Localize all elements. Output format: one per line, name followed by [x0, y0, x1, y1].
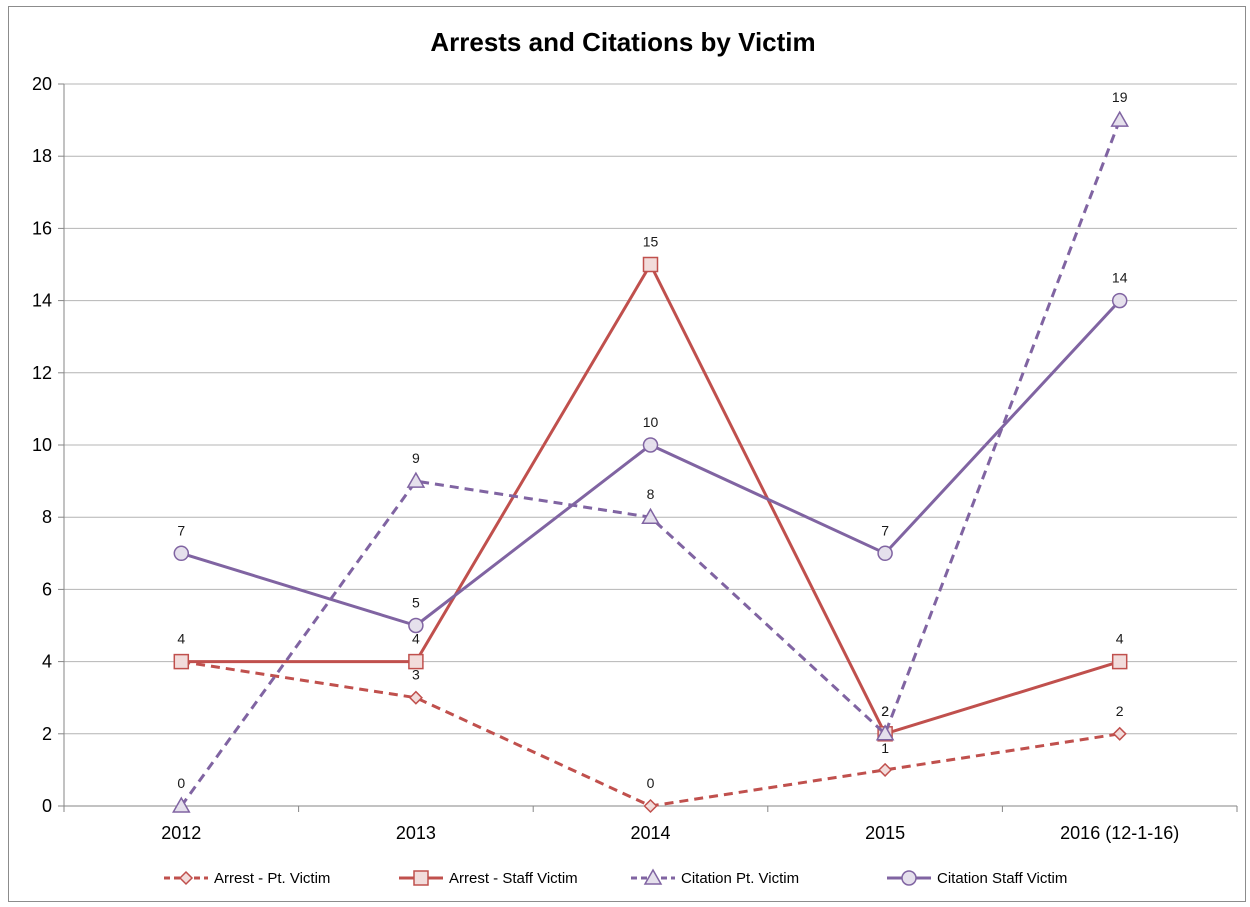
- data-point: [642, 256, 659, 273]
- legend-swatch-marker: [178, 870, 194, 886]
- legend-item-0: Arrest - Pt. Victim: [164, 870, 330, 887]
- chart: Arrests and Citations by Victim 02468101…: [32, 27, 1238, 887]
- legend: Arrest - Pt. Victim Arrest - Staff Victim…: [164, 868, 1067, 887]
- data-label: 14: [1112, 270, 1128, 286]
- data-label: 0: [647, 775, 655, 791]
- legend-label: Arrest - Staff Victim: [449, 870, 578, 887]
- data-label: 15: [643, 234, 659, 250]
- data-point: [641, 507, 660, 524]
- x-tick-label: 2013: [396, 823, 436, 843]
- data-label: 5: [412, 595, 420, 611]
- y-tick-label: 8: [42, 507, 52, 527]
- data-point: [406, 471, 426, 488]
- series-layer: [172, 110, 1129, 814]
- y-tick-label: 2: [42, 724, 52, 744]
- legend-swatch-marker: [901, 870, 917, 886]
- series-line: [180, 299, 1121, 627]
- y-tick-label: 16: [32, 218, 52, 238]
- x-tick-label: 2015: [865, 823, 905, 843]
- data-point: [1112, 726, 1127, 741]
- data-label: 7: [881, 522, 889, 538]
- data-label: 19: [1112, 89, 1128, 105]
- legend-label: Citation Staff Victim: [937, 870, 1067, 887]
- data-label: 4: [1116, 631, 1124, 647]
- data-label: 10: [643, 414, 659, 430]
- data-point: [875, 724, 895, 741]
- data-label: 4: [412, 631, 420, 647]
- legend-item-3: Citation Staff Victim: [887, 870, 1067, 887]
- data-point: [1110, 110, 1129, 127]
- data-label: 4: [177, 631, 185, 647]
- legend-label: Arrest - Pt. Victim: [214, 870, 330, 887]
- chart-title: Arrests and Citations by Victim: [430, 27, 815, 57]
- data-label: 2: [881, 703, 889, 719]
- data-point: [172, 796, 191, 813]
- series-2: [172, 110, 1129, 813]
- y-tick-label: 4: [42, 652, 52, 672]
- data-label: 9: [412, 450, 420, 466]
- series-3: [173, 292, 1128, 634]
- x-tick-label: 2014: [630, 823, 670, 843]
- y-tick-label: 20: [32, 74, 52, 94]
- y-tick-label: 10: [32, 435, 52, 455]
- data-point: [173, 653, 190, 670]
- data-point: [643, 798, 658, 814]
- data-label: 8: [647, 486, 655, 502]
- data-point: [1111, 653, 1128, 670]
- chart-frame: Arrests and Citations by Victim 0 2 4 6 8 10 1…: [8, 6, 1246, 902]
- data-label: 2: [1116, 703, 1124, 719]
- grid-lines: [64, 83, 1237, 735]
- data-point: [408, 653, 424, 670]
- y-tick-label: 14: [32, 291, 52, 311]
- data-label: 2: [881, 703, 889, 719]
- data-label: 7: [177, 522, 185, 538]
- data-point: [877, 545, 893, 562]
- y-tick-label: 18: [32, 146, 52, 166]
- legend-label: Citation Pt. Victim: [681, 870, 799, 887]
- data-point: [173, 545, 190, 562]
- data-point: [1111, 292, 1128, 309]
- x-tick-label: 2012: [161, 823, 201, 843]
- data-label: 0: [177, 775, 185, 791]
- data-point: [408, 617, 424, 634]
- data-point: [408, 690, 423, 705]
- data-label: 1: [881, 740, 889, 756]
- data-point: [642, 437, 659, 453]
- legend-item-1: Arrest - Staff Victim: [399, 870, 578, 887]
- data-point: [878, 762, 893, 777]
- data-label: 3: [412, 667, 420, 683]
- y-tick-label: 6: [42, 579, 52, 599]
- legend-swatch-marker: [643, 868, 663, 885]
- y-tick-label: 0: [42, 796, 52, 816]
- series-line: [180, 119, 1122, 807]
- x-tick-label: 2016 (12-1-16): [1060, 823, 1179, 843]
- y-tick-label: 12: [32, 363, 52, 383]
- legend-item-2: Citation Pt. Victim: [631, 868, 799, 887]
- legend-swatch-marker: [413, 870, 429, 886]
